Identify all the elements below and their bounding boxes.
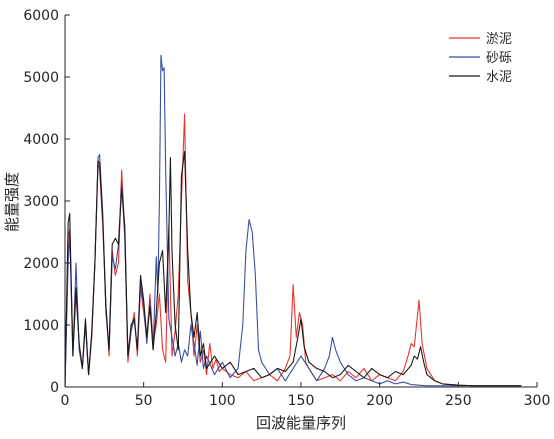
x-tick-label: 200 xyxy=(366,393,393,409)
axes xyxy=(64,14,538,388)
plot-lines xyxy=(64,54,522,388)
y-tick-label: 1000 xyxy=(23,318,59,334)
legend-label-1: 淤泥 xyxy=(486,32,512,47)
x-tick-label: 300 xyxy=(524,393,551,409)
series-line-3 xyxy=(64,150,522,388)
y-tick-label: 5000 xyxy=(23,70,59,86)
legend-label-3: 水泥 xyxy=(486,70,512,85)
x-tick-label: 100 xyxy=(209,393,236,409)
x-tick-label: 50 xyxy=(135,393,153,409)
y-tick-label: 3000 xyxy=(23,194,59,210)
x-tick-label: 150 xyxy=(288,393,315,409)
legend-label-2: 砂砾 xyxy=(486,51,512,66)
y-tick-label: 6000 xyxy=(23,8,59,24)
y-axis-label: 能量强度 xyxy=(3,172,21,232)
x-tick-label: 0 xyxy=(61,393,70,409)
tick-labels: 0 50 100 150 200 250 3000100020003000400050006… xyxy=(23,8,550,409)
x-tick-label: 250 xyxy=(445,393,472,409)
x-axis-label: 回波能量序列 xyxy=(256,414,346,432)
y-tick-label: 0 xyxy=(50,380,59,396)
y-tick-label: 2000 xyxy=(23,256,59,272)
y-tick-label: 4000 xyxy=(23,132,59,148)
